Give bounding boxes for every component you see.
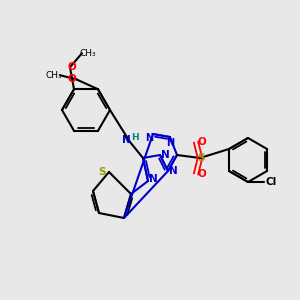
Text: H: H — [131, 133, 139, 142]
Text: CH₃: CH₃ — [80, 49, 96, 58]
Text: N: N — [122, 135, 130, 145]
Text: N: N — [169, 166, 177, 176]
Text: O: O — [68, 74, 76, 84]
Text: N: N — [148, 174, 158, 184]
Text: CH₃: CH₃ — [46, 71, 62, 80]
Text: N: N — [166, 138, 174, 148]
Text: S: S — [98, 167, 106, 177]
Text: N: N — [160, 150, 169, 160]
Text: S: S — [197, 153, 205, 163]
Text: O: O — [68, 62, 76, 72]
Text: O: O — [198, 169, 206, 179]
Text: O: O — [198, 137, 206, 147]
Text: N: N — [145, 133, 153, 143]
Text: Cl: Cl — [266, 177, 277, 187]
